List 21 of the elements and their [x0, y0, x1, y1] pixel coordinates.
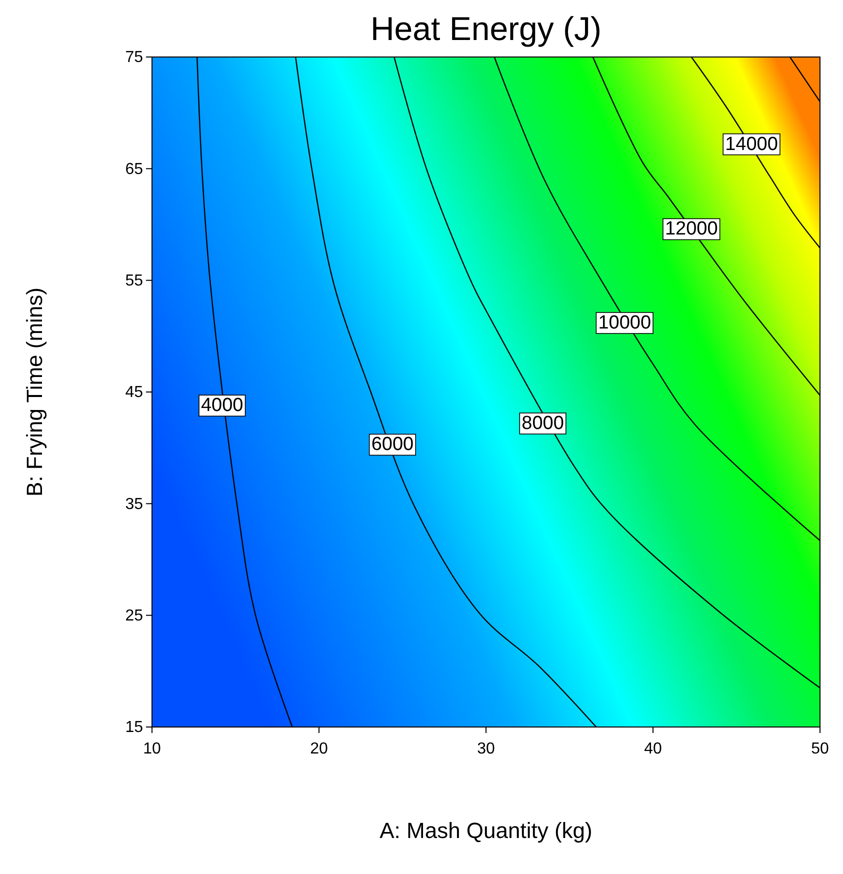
y-tick-label: 25: [125, 607, 144, 624]
y-tick-label: 55: [125, 272, 144, 290]
x-axis-title: A: Mash Quantity (kg): [380, 818, 592, 843]
y-tick-label: 35: [125, 496, 144, 513]
annotation: 6000: [371, 434, 414, 456]
annotation: 14000: [725, 134, 778, 155]
y-tick-label: 15: [125, 719, 144, 736]
x-tick-label: 50: [811, 740, 829, 758]
annotation: 12000: [664, 218, 718, 240]
chart-title: Heat Energy (J): [370, 10, 602, 47]
y-tick-label: 45: [125, 384, 144, 402]
annotation: 8000: [522, 412, 564, 434]
y-axis-title: B: Frying Time (mins): [22, 287, 47, 497]
x-tick-label: 20: [310, 740, 328, 758]
annotation: 4000: [201, 395, 244, 416]
x-tick-label: 30: [477, 740, 495, 758]
y-tick-label: 65: [125, 160, 144, 178]
x-tick-label: 10: [143, 740, 161, 758]
annotation: 10000: [598, 312, 652, 334]
y-tick-label: 75: [125, 49, 144, 66]
x-tick-label: 40: [644, 740, 662, 758]
